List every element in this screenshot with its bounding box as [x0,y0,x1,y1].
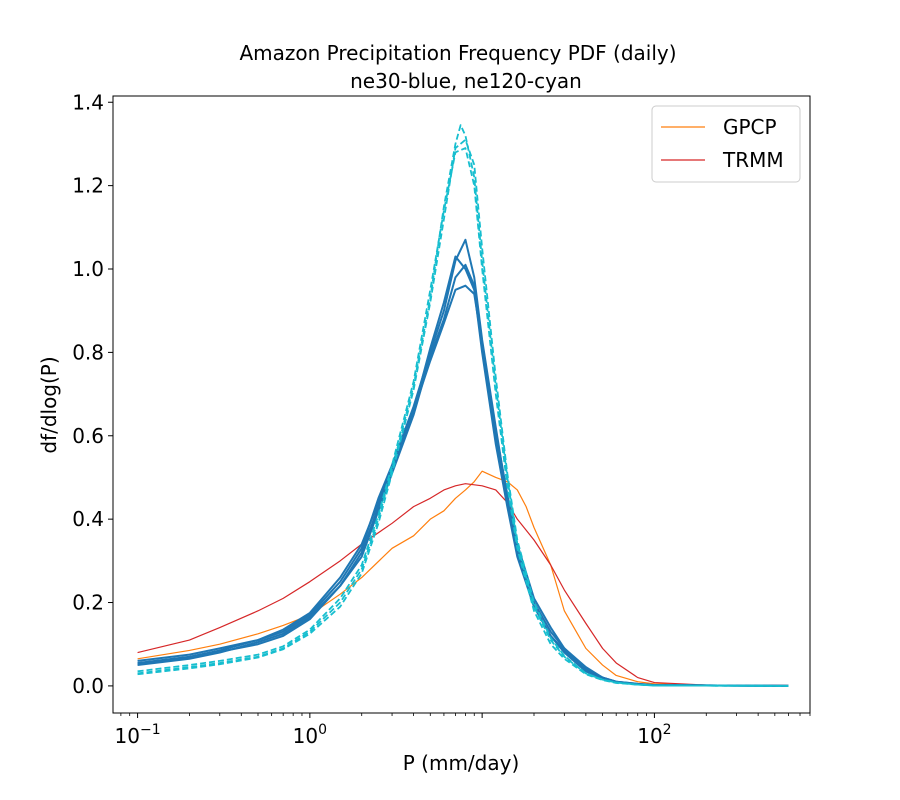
y-tick-label: 0.2 [72,591,104,615]
y-tick-label: 0.4 [72,507,104,531]
legend-label-gpcp: GPCP [723,115,777,139]
chart-subtitle: ne30-blue, ne120-cyan [350,69,582,93]
series-line-ne120-run-3 [137,138,789,687]
x-tick-label: 10−1 [115,722,161,748]
legend: GPCP TRMM [651,105,801,183]
legend-label-trmm: TRMM [722,148,784,172]
x-tick-label: 102 [637,722,671,748]
plot-frame [112,95,811,714]
y-axis-label: df/dlog(P) [37,356,61,453]
series-line-trmm [137,483,789,687]
series-group [137,124,789,687]
y-tick-label: 0.8 [72,340,104,364]
y-tick-label: 1.2 [72,174,104,198]
axis-ticks: 0.0 0.2 0.4 0.6 0.8 1.0 1.2 1.4 10−1 100 102 [72,90,811,748]
chart-title: Amazon Precipitation Frequency PDF (dail… [239,41,676,65]
series-line-ne30-run-4 [137,255,789,687]
y-tick-label: 0.0 [72,674,104,698]
series-line-ne30-run-3 [137,284,789,687]
x-tick-label: 100 [293,722,327,748]
x-axis-label: P (mm/day) [403,751,520,775]
series-line-ne30-run-2 [137,263,789,687]
y-tick-label: 1.4 [72,90,104,114]
series-line-ne120-run-1 [137,124,789,687]
y-tick-label: 0.6 [72,424,104,448]
legend-box [651,105,801,183]
y-tick-label: 1.0 [72,257,104,281]
